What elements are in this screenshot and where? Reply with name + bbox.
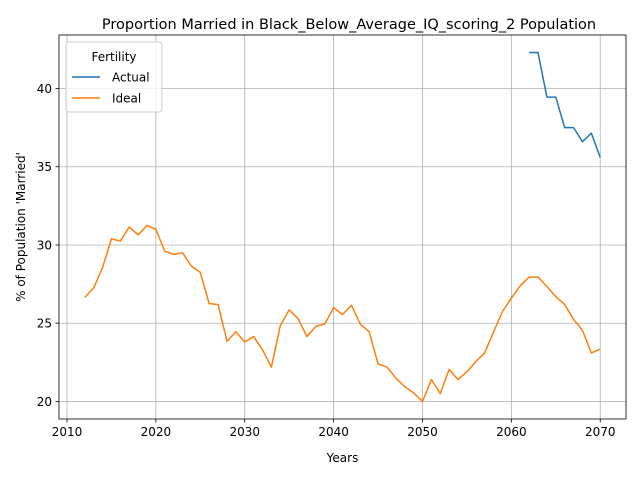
plot-frame xyxy=(58,34,627,420)
y-tick-label: 20 xyxy=(37,395,52,409)
x-tick-label: 2030 xyxy=(229,425,260,439)
x-tick-label: 2060 xyxy=(496,425,527,439)
x-tick-label: 2040 xyxy=(318,425,349,439)
series-line-actual xyxy=(529,51,601,158)
grid-lines xyxy=(59,35,626,419)
legend-label-actual: Actual xyxy=(112,70,150,84)
legend-items: Actual Ideal xyxy=(72,70,150,105)
x-axis-ticks: 2010 2020 2030 2040 2050 2060 2070 xyxy=(52,419,616,439)
y-tick-label: 30 xyxy=(37,238,52,252)
y-tick-label: 35 xyxy=(37,160,52,174)
x-tick-label: 2010 xyxy=(52,425,83,439)
series-lines xyxy=(84,51,601,403)
y-tick-label: 25 xyxy=(37,317,52,331)
x-tick-label: 2070 xyxy=(585,425,616,439)
x-tick-label: 2020 xyxy=(141,425,172,439)
legend-title: Fertility xyxy=(91,50,136,64)
y-axis-ticks: 20 25 30 35 40 xyxy=(37,82,59,409)
legend-label-ideal: Ideal xyxy=(112,91,141,105)
x-tick-label: 2050 xyxy=(407,425,438,439)
legend-box xyxy=(65,41,163,113)
legend: Fertility Actual Ideal xyxy=(65,41,163,113)
x-axis-label: Years xyxy=(326,451,359,465)
y-tick-label: 40 xyxy=(37,82,52,96)
y-axis-label: % of Population 'Married' xyxy=(14,152,28,302)
chart-title: Proportion Married in Black_Below_Averag… xyxy=(102,17,596,33)
series-line-ideal xyxy=(84,224,601,403)
